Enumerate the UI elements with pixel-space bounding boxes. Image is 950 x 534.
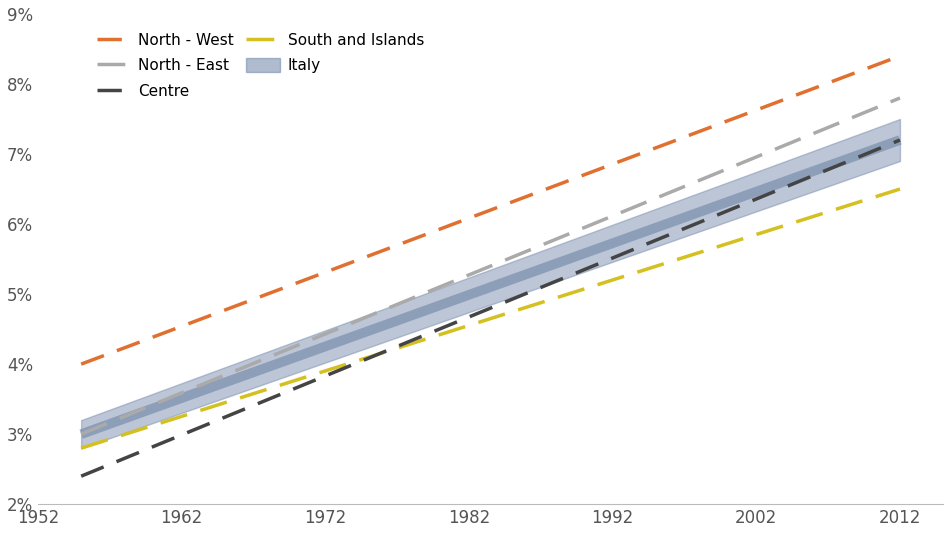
Legend: North - West, North - East, Centre, South and Islands, Italy, : North - West, North - East, Centre, Sout…	[91, 27, 430, 105]
